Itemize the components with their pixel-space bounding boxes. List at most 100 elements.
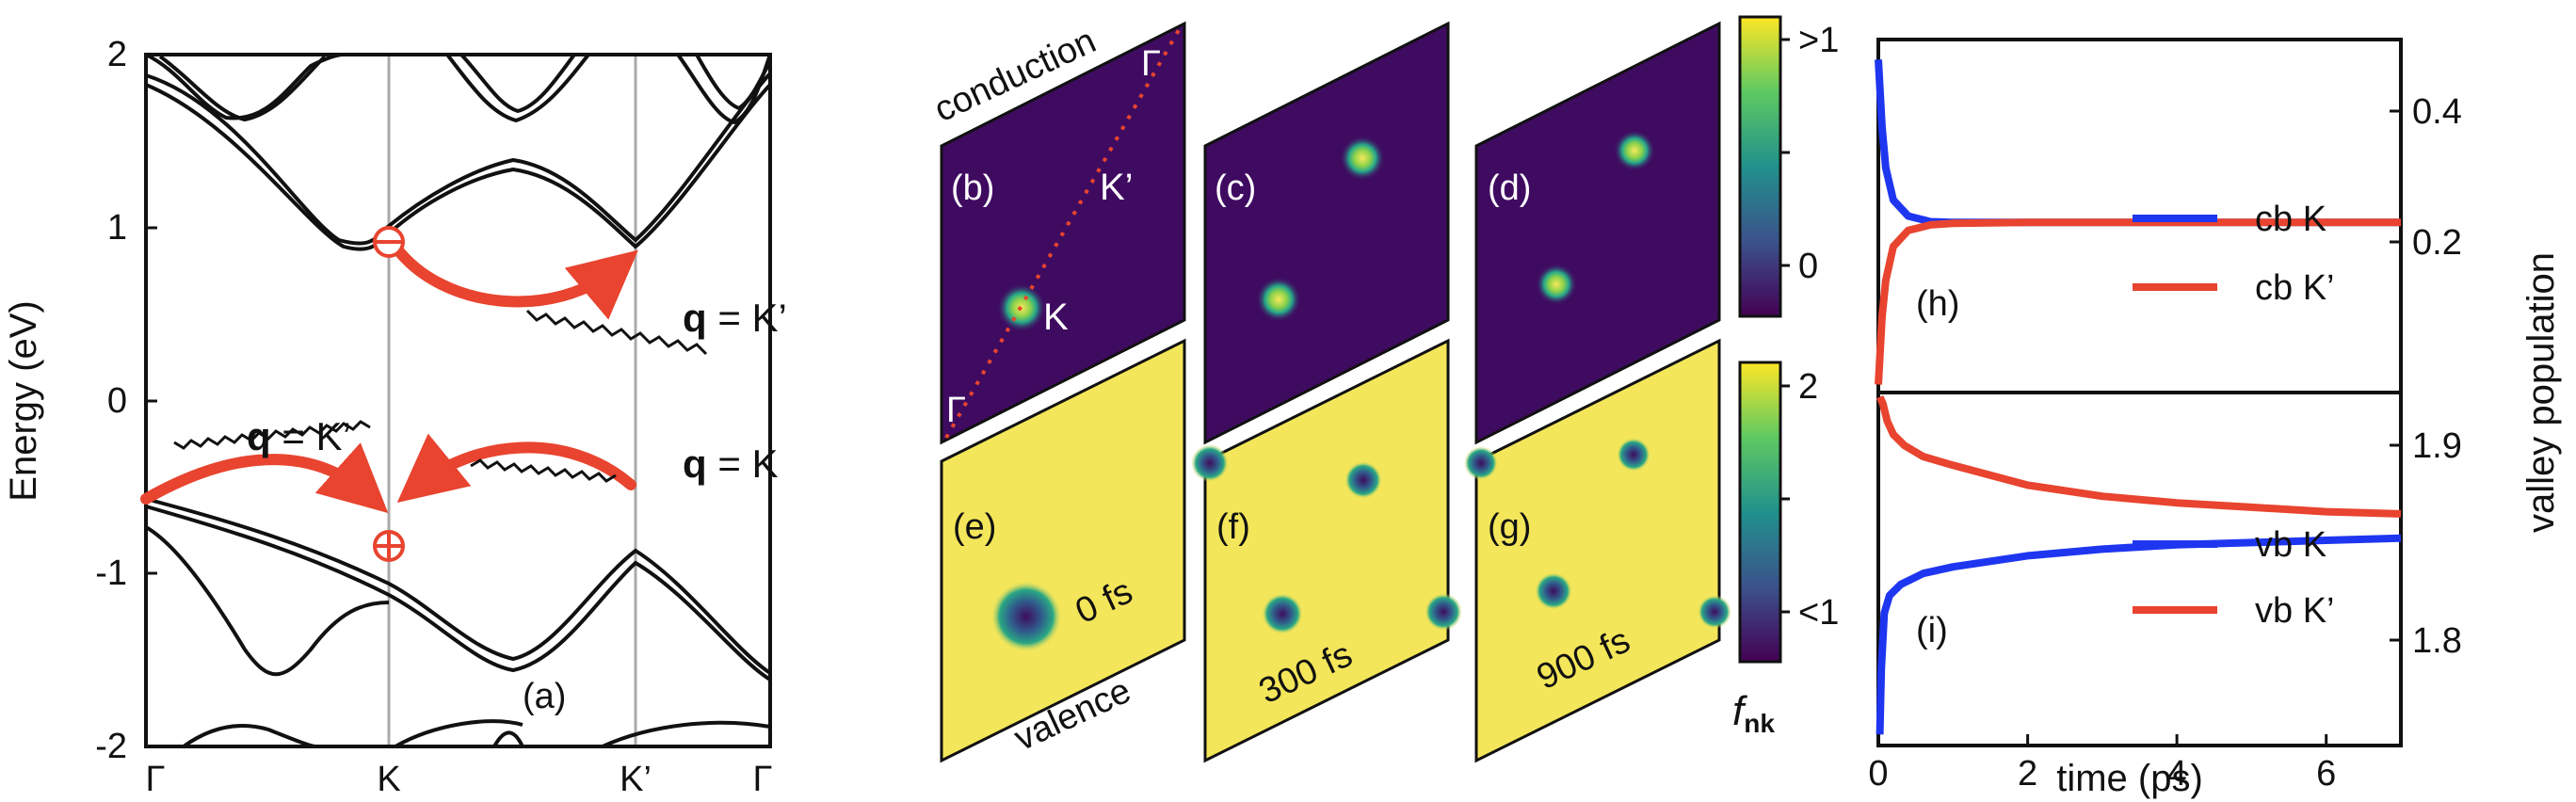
xtick-t2: 2 [2018, 754, 2037, 794]
q-label-right: q = K [683, 441, 779, 486]
h-ytick-04: 0.4 [2412, 92, 2462, 132]
upper-band-3 [445, 53, 590, 123]
colorbar-bottom-max: 2 [1798, 367, 1818, 407]
map-g-hole-gamma1 [1464, 446, 1498, 480]
valence-band-1 [145, 497, 772, 675]
hole-scatter-arrow-left [140, 442, 389, 514]
series-line-cb-k-0 [1875, 59, 2401, 227]
upper-band-2 [158, 55, 327, 122]
ytick-1: 1 [107, 208, 127, 248]
colorbar-top [1738, 15, 1782, 318]
deep-band-3 [602, 720, 771, 748]
ytick-2: 2 [107, 35, 127, 74]
panel-label-d: (d) [1488, 168, 1531, 208]
map-k-label: K [1043, 297, 1069, 338]
map-g: (g) 900 fs [1464, 338, 1731, 763]
colorbar-bottom [1738, 361, 1782, 664]
map-f-hole-k [1262, 593, 1303, 634]
map-d-spot-k [1536, 264, 1577, 305]
colorbar-bottom-min: <1 [1798, 593, 1839, 633]
map-b-path [944, 27, 1182, 439]
phonon-right [470, 458, 617, 483]
plot-h-lines [1875, 59, 2401, 385]
panel-label-i: (i) [1916, 611, 1948, 650]
xtick-t0: 0 [1868, 754, 1888, 794]
series-line-cb-k--0 [1875, 218, 2401, 385]
upper-band-1 [145, 53, 345, 120]
band-curves [145, 53, 772, 748]
upper-band-4 [459, 53, 576, 114]
valence-band-3 [145, 525, 390, 677]
legend-i-label-vbkp: vb K’ [2255, 591, 2334, 631]
energy-axis-label: Energy (eV) [3, 300, 44, 501]
i-ytick-18: 1.8 [2412, 621, 2462, 661]
xtick-t4: 4 [2167, 754, 2187, 794]
colorbars: >1 0 2 <1 fnk [1732, 15, 1839, 738]
series-line-vb-k--1 [1876, 395, 2402, 518]
q-label-upper: q = K’ [683, 296, 787, 340]
q-label-left: q = K’ [247, 414, 351, 458]
band-yticks [146, 53, 157, 748]
conduction-band-1 [145, 72, 772, 246]
ytick-neg1: -1 [95, 553, 127, 593]
hole-scatter-arrow-right [396, 433, 636, 503]
h-ytick-02: 0.2 [2412, 223, 2462, 263]
map-c-spot-kprime [1340, 136, 1385, 181]
xtick-kprime: K’ [620, 760, 652, 799]
valley-population-plots: 0.4 0.2 1.9 1.8 valley population 0 2 4 … [1868, 38, 2562, 799]
map-c: (c) [1203, 21, 1450, 445]
legend-h-label-cbkp: cb K’ [2255, 268, 2334, 308]
phonon-upper [525, 309, 708, 356]
deep-band-4 [492, 730, 524, 748]
plot-i-lines [1876, 395, 2402, 735]
xtick-gamma-right: Γ [753, 760, 773, 799]
panel-label-h: (h) [1916, 284, 1959, 324]
map-f-hole-gamma1 [1191, 444, 1229, 482]
map-f-hole-gamma2 [1425, 593, 1462, 631]
legend-h-label-cbk: cb K [2255, 200, 2326, 239]
xtick-t6: 6 [2316, 754, 2336, 794]
phonon-left [173, 420, 371, 450]
valence-band-2 [145, 505, 772, 682]
map-d: (d) [1474, 21, 1721, 445]
map-d-spot-kprime [1614, 130, 1655, 171]
panel-label-f: (f) [1216, 507, 1250, 547]
plot-i-frame [1876, 391, 2403, 747]
conduction-band-2 [145, 83, 772, 251]
upper-band-6 [695, 54, 772, 111]
map-e: (e) 0 fs [940, 338, 1186, 763]
xtick-gamma-left: Γ [146, 760, 166, 799]
electron-scatter-arrow [390, 241, 638, 320]
valley-population-label: valley population [2520, 252, 2562, 533]
panel-label-b: (b) [951, 168, 994, 208]
panel-label-c: (c) [1215, 168, 1256, 208]
map-gamma-top: Γ [1141, 44, 1161, 84]
map-g-hole-gamma2 [1698, 595, 1731, 629]
colorbar-top-min: 0 [1798, 247, 1818, 286]
map-gamma-bottom: Γ [946, 391, 966, 430]
map-c-spot-k [1256, 277, 1301, 322]
legend-i: vb K vb K’ [2133, 525, 2334, 631]
band-structure-panel: 2 1 0 -1 -2 Energy (eV) Γ K K’ Γ [3, 35, 787, 799]
electron-marker [373, 226, 405, 258]
i-ytick-19: 1.9 [2412, 426, 2462, 466]
panel-label-e: (e) [953, 507, 996, 547]
bz-maps: conduction valence (b) K’ K Γ Γ (c) (d) [928, 21, 1731, 763]
map-e-hole-k [990, 581, 1062, 652]
map-f: (f) 300 fs [1191, 338, 1462, 763]
deep-band-1 [182, 724, 316, 748]
ytick-0: 0 [107, 381, 127, 421]
map-b: (b) K’ K Γ Γ [940, 21, 1186, 445]
map-f-hole-kprime [1344, 461, 1382, 499]
series-line-vb-k-1 [1876, 534, 2402, 735]
legend-i-label-vbk: vb K [2255, 525, 2326, 565]
map-g-hole-k [1535, 572, 1572, 610]
hole-marker [373, 530, 405, 562]
map-kprime-label: K’ [1100, 167, 1134, 208]
time-axis-label: time (ps) [2056, 758, 2203, 799]
legend-h: cb K cb K’ [2133, 200, 2334, 308]
ytick-neg2: -2 [95, 727, 127, 766]
f-nk-label: fnk [1732, 688, 1775, 738]
colorbar-top-max: >1 [1798, 21, 1839, 60]
